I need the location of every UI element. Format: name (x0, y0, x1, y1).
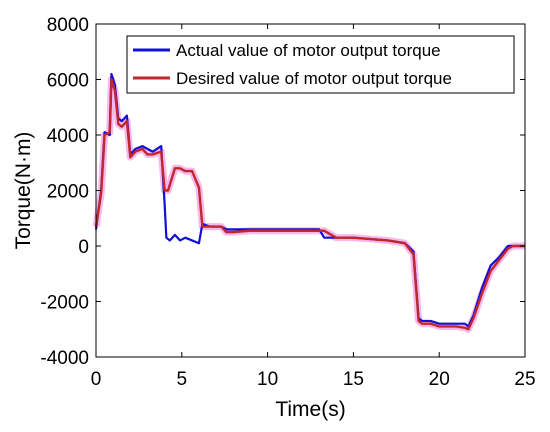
highlight-band-layer (92, 76, 525, 333)
y-tick-label: 6000 (47, 71, 89, 92)
y-tick-label: 4000 (47, 126, 89, 147)
legend-label-actual: Actual value of motor output torque (176, 41, 441, 60)
y-tick-label: 0 (78, 237, 89, 258)
y-tick-label: -2000 (40, 293, 89, 314)
x-tick-label: 0 (91, 369, 102, 390)
series-desired-line (94, 78, 525, 331)
x-tick-label: 10 (257, 369, 278, 390)
desired-series-highlight (92, 76, 525, 333)
series-actual-line (94, 72, 525, 328)
legend: Actual value of motor output torque Desi… (126, 35, 515, 94)
x-tick-label: 20 (429, 369, 450, 390)
series-layer (94, 72, 525, 331)
y-tick-label: 2000 (47, 182, 89, 203)
x-tick-label: 15 (343, 369, 364, 390)
legend-box (126, 35, 515, 94)
legend-label-desired: Desired value of motor output torque (176, 69, 452, 88)
x-tick-label: 5 (177, 369, 188, 390)
y-axis-title: Torque(N·m) (12, 132, 35, 250)
x-tick-label: 25 (514, 369, 535, 390)
y-tick-label: 8000 (47, 15, 89, 36)
y-tick-label: -4000 (40, 348, 89, 369)
x-axis-title: Time(s) (275, 398, 345, 421)
tick-layer: 0 5 10 15 20 25 -4000 -2000 0 2000 4000 6000 8000 (40, 15, 535, 390)
